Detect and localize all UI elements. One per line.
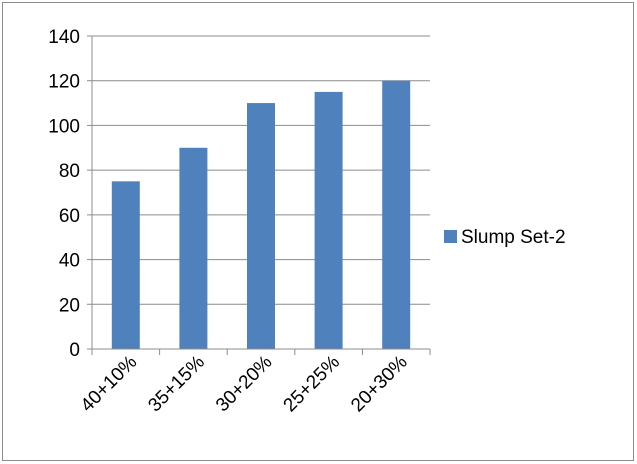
x-tick-label: 30+20% xyxy=(212,352,277,417)
y-tick-label: 140 xyxy=(48,27,80,48)
y-tick-label: 120 xyxy=(48,72,80,93)
legend-swatch xyxy=(444,230,457,243)
y-tick-label: 20 xyxy=(59,295,80,316)
y-tick-label: 80 xyxy=(59,161,80,182)
x-tick-label: 40+10% xyxy=(77,352,142,417)
x-tick-label: 20+30% xyxy=(347,352,412,417)
legend-label: Slump Set-2 xyxy=(461,227,566,248)
legend: Slump Set-2 xyxy=(444,227,566,248)
x-tick-label: 25+25% xyxy=(280,352,345,417)
bar xyxy=(111,181,140,349)
bar xyxy=(382,80,411,349)
x-tick-labels: 40+10% 35+15% 30+20% 25+25% 20+30% xyxy=(77,352,412,417)
bar xyxy=(314,91,343,350)
axes xyxy=(87,35,431,355)
y-tick-labels: 0 20 40 60 80 100 120 140 xyxy=(48,27,80,361)
y-tick-label: 60 xyxy=(59,206,80,227)
y-tick-label: 40 xyxy=(59,251,80,272)
bars xyxy=(111,80,411,350)
bar xyxy=(179,147,208,349)
bar xyxy=(247,103,275,349)
y-tick-label: 0 xyxy=(69,340,80,361)
y-tick-label: 100 xyxy=(48,116,80,137)
x-tick-label: 35+15% xyxy=(144,352,209,417)
